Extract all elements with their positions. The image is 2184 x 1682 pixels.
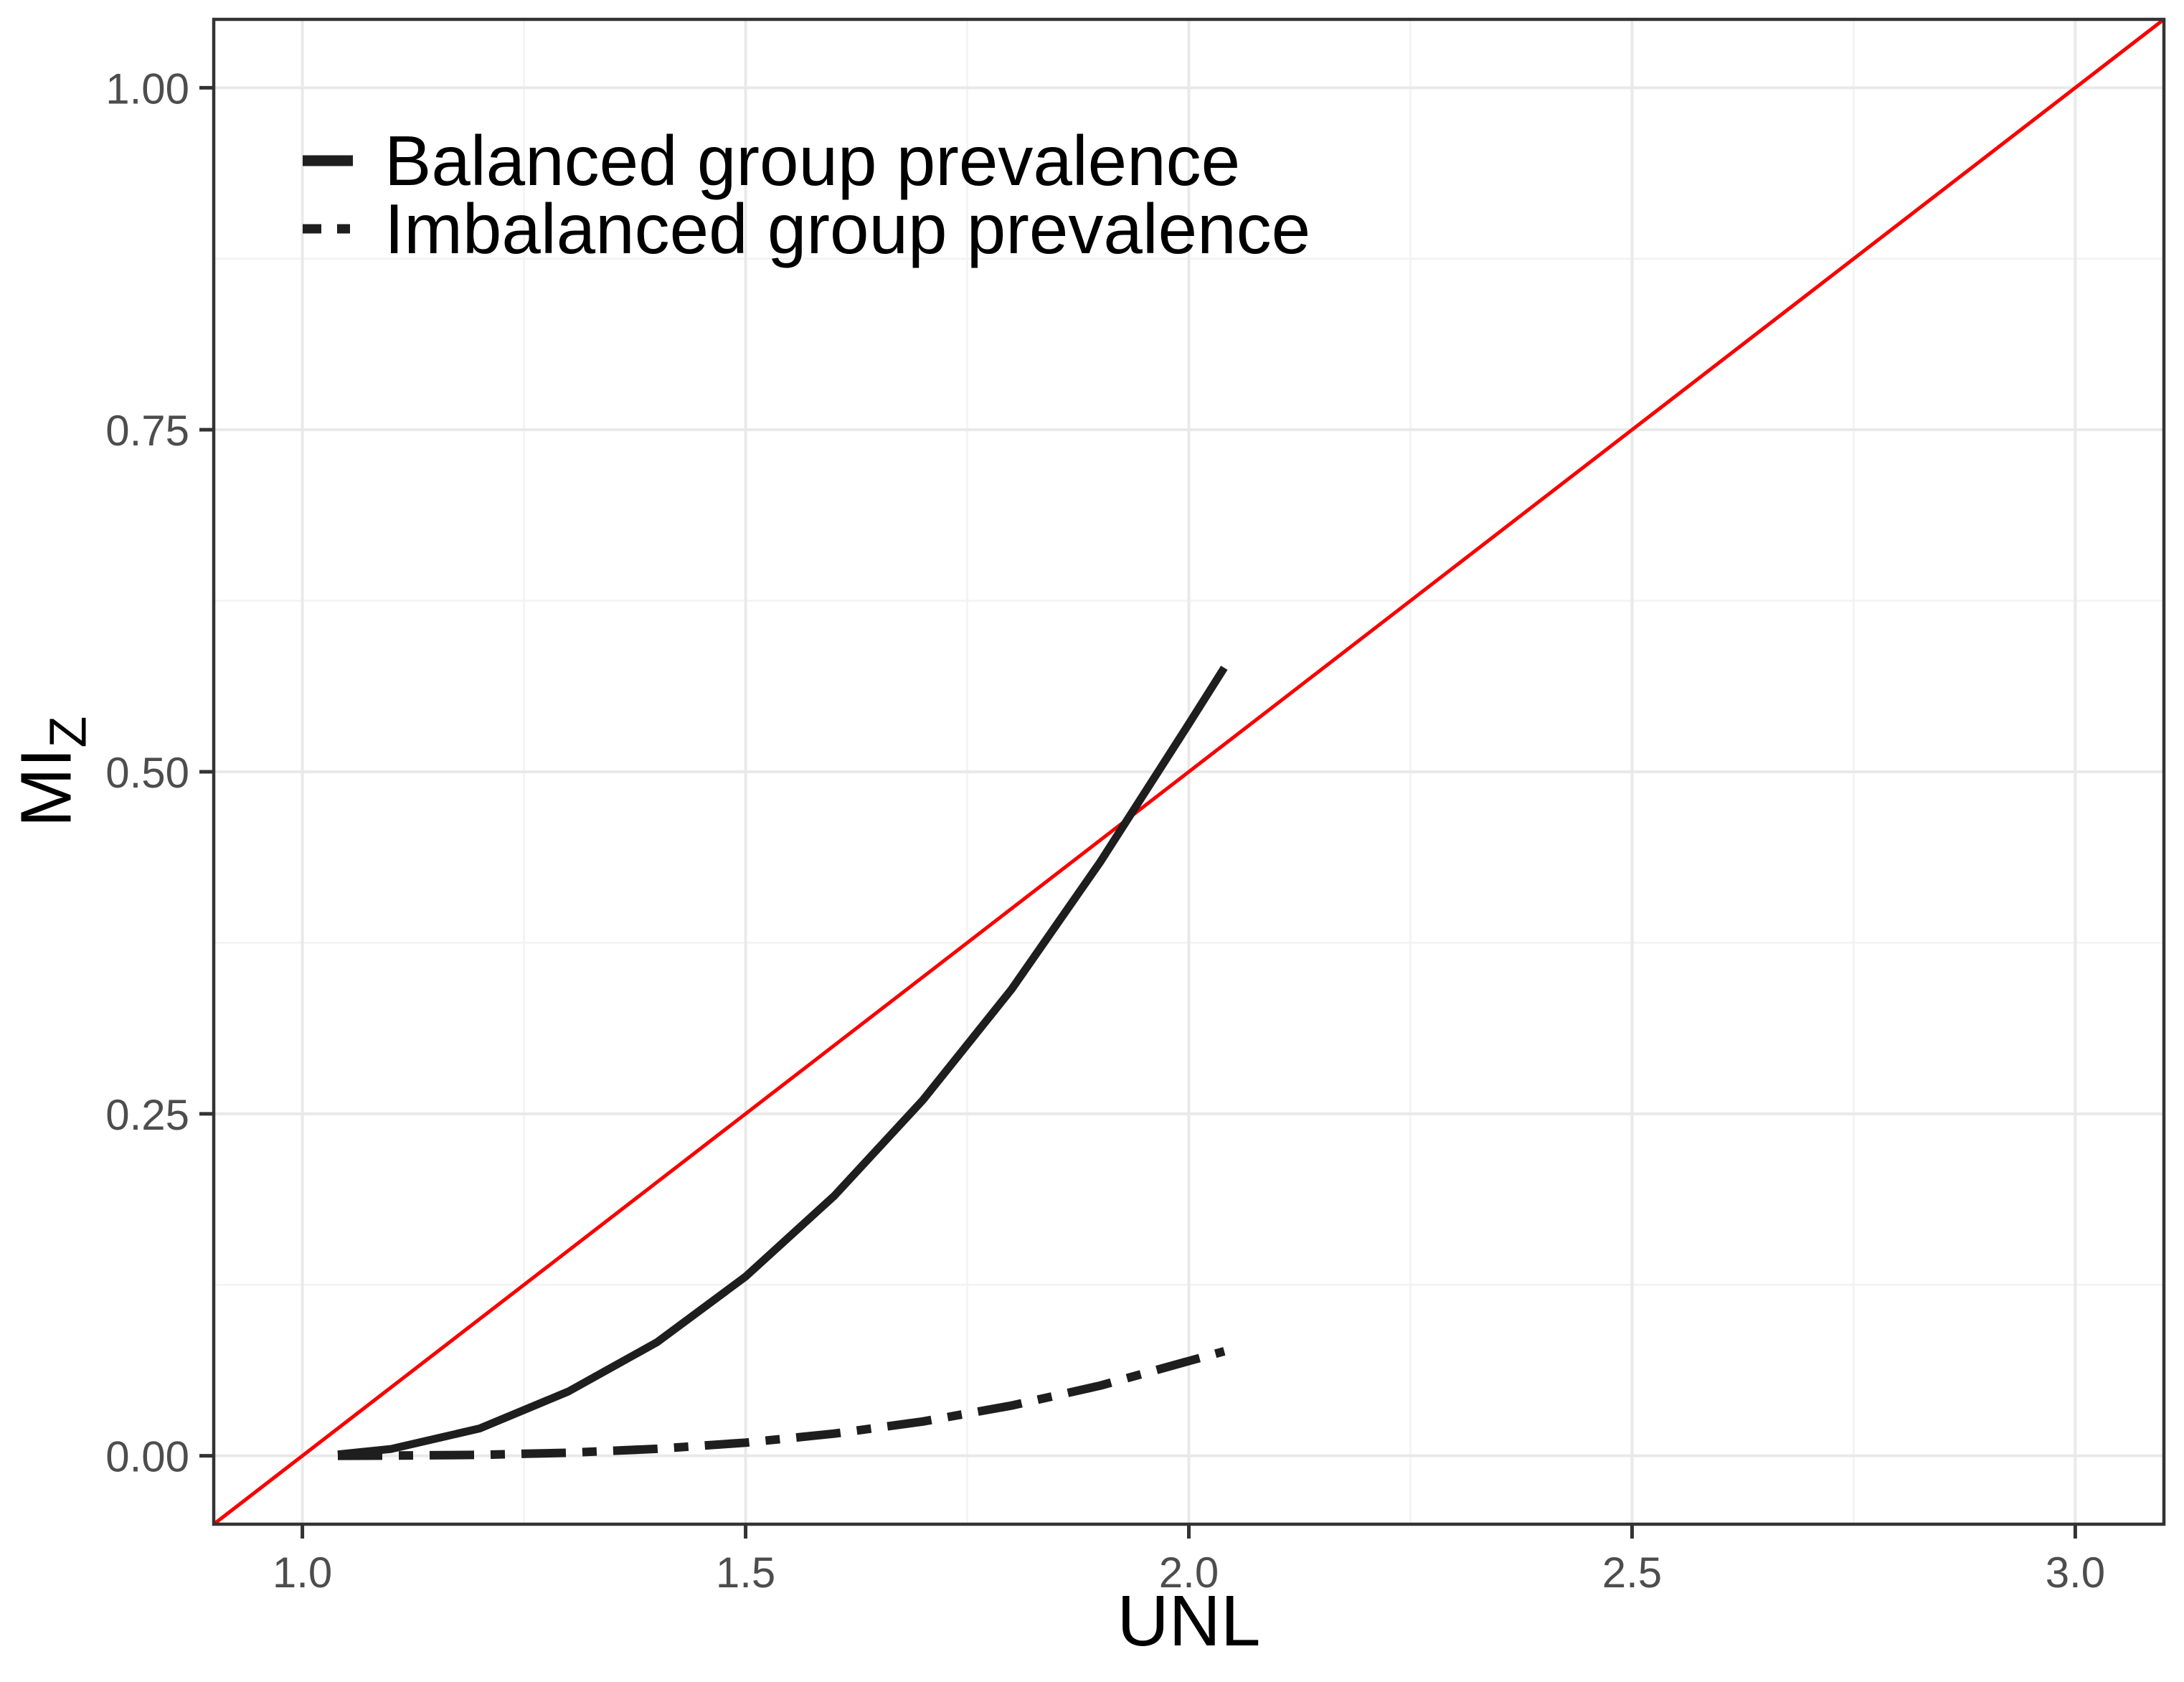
y-tick-label: 0.00 xyxy=(105,1433,189,1481)
y-axis-title: MIZ xyxy=(6,716,98,827)
balanced-curve xyxy=(337,666,1228,1459)
y-tick-labels: 0.00 0.25 0.50 0.75 1.00 xyxy=(105,65,189,1480)
y-tick-label: 0.25 xyxy=(105,1091,189,1139)
solid-line-key-icon xyxy=(303,155,353,166)
x-tick-labels: 1.0 1.5 2.0 2.5 3.0 xyxy=(273,1549,2105,1597)
imbalanced-curve xyxy=(337,1347,1226,1460)
y-axis-title-main: MI xyxy=(6,747,87,828)
x-tick-label: 2.5 xyxy=(1602,1549,1662,1597)
y-tick-label: 0.50 xyxy=(105,749,189,797)
x-tick-label: 1.0 xyxy=(273,1549,332,1597)
axis-tick-marks xyxy=(199,85,2077,1539)
x-tick-label: 2.0 xyxy=(1159,1549,1219,1597)
legend-item-imbalanced: Imbalanced group prevalence xyxy=(301,189,1311,268)
y-axis-title-subscript: Z xyxy=(39,716,98,748)
legend: Balanced group prevalence Imbalanced gro… xyxy=(301,121,1311,268)
y-tick-label: 0.75 xyxy=(105,407,189,455)
x-axis-title: UNL xyxy=(1117,1581,1261,1661)
reference-line xyxy=(212,18,2165,1526)
legend-label-imbalanced: Imbalanced group prevalence xyxy=(384,189,1311,268)
panel-border xyxy=(212,17,2166,1526)
x-tick-label: 1.5 xyxy=(716,1549,775,1597)
dotdash-line-key-icon xyxy=(303,224,353,233)
y-tick-label: 1.00 xyxy=(105,65,189,113)
legend-item-balanced: Balanced group prevalence xyxy=(301,121,1310,200)
x-tick-label: 3.0 xyxy=(2046,1549,2105,1597)
legend-label-balanced: Balanced group prevalence xyxy=(384,121,1241,200)
